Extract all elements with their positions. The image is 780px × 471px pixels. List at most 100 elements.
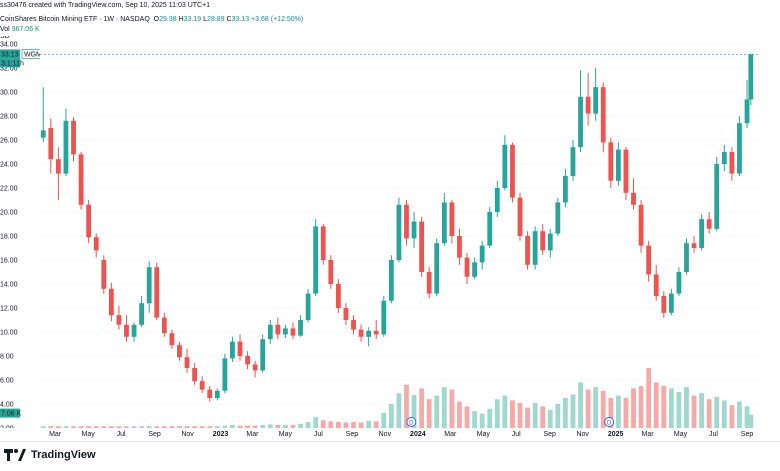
candle-body bbox=[320, 226, 326, 260]
candle-body bbox=[578, 96, 583, 148]
volume-bar bbox=[101, 426, 107, 428]
candle-body bbox=[646, 245, 652, 275]
candle-body bbox=[290, 328, 296, 336]
volume-bar bbox=[139, 426, 145, 428]
volume-bar bbox=[199, 426, 205, 428]
symbol-legend[interactable]: CoinShares Bitcoin Mining ETF · 1W · NAS… bbox=[0, 16, 303, 23]
change-value: +3.68 (+12.50%) bbox=[251, 16, 304, 23]
dividend-marker[interactable] bbox=[604, 417, 615, 427]
open-label: O bbox=[153, 16, 160, 23]
volume-bar bbox=[260, 425, 266, 428]
candle-body bbox=[139, 303, 145, 325]
candle-body bbox=[101, 260, 107, 289]
volume-bar bbox=[328, 421, 334, 428]
volume-bar bbox=[245, 425, 250, 428]
volume-bar bbox=[457, 401, 462, 428]
volume-bar bbox=[721, 400, 727, 428]
volume-bar bbox=[691, 395, 697, 428]
price-tick-label: 24.00 bbox=[0, 162, 18, 169]
candle-body bbox=[525, 236, 530, 265]
candle-body bbox=[532, 231, 538, 265]
volume-bar bbox=[177, 426, 182, 428]
price-axis[interactable]: 34.00 32.00 30.00 28.00 26.00 24.00 22.00 20.00… bbox=[0, 36, 40, 428]
price-tick-label: 4.00 bbox=[0, 402, 14, 409]
candle-body bbox=[441, 202, 447, 244]
candle-body bbox=[283, 328, 288, 335]
volume-bar bbox=[381, 413, 387, 428]
volume-bar bbox=[631, 388, 636, 428]
price-tick-label: 8.00 bbox=[0, 354, 14, 361]
candle-body bbox=[600, 87, 606, 143]
candle-body bbox=[351, 320, 356, 330]
time-tick-label: May bbox=[477, 431, 491, 438]
tradingview-logo[interactable]: TradingView bbox=[4, 449, 96, 461]
candle-body bbox=[748, 54, 754, 100]
volume-bar bbox=[351, 422, 356, 428]
price-tick-label: 12.00 bbox=[0, 306, 18, 313]
candle-body bbox=[237, 341, 243, 356]
candlestick-series bbox=[40, 53, 754, 402]
candle-body bbox=[661, 296, 667, 313]
candle-body bbox=[48, 128, 54, 160]
volume-bar bbox=[373, 421, 379, 428]
candle-body bbox=[154, 267, 160, 318]
symbol-title[interactable]: CoinShares Bitcoin Mining ETF · 1W · NAS… bbox=[0, 16, 150, 23]
close-value: 33.13 bbox=[231, 16, 250, 23]
candle-body bbox=[404, 204, 409, 239]
candle-body bbox=[214, 390, 220, 398]
candle-body bbox=[161, 317, 167, 334]
candle-body bbox=[517, 197, 523, 236]
volume-bar bbox=[623, 398, 629, 428]
candle-body bbox=[298, 320, 303, 336]
volume-bar bbox=[267, 424, 273, 428]
time-tick-label: Mar bbox=[49, 431, 62, 438]
candle-body bbox=[464, 257, 470, 277]
time-tick-label: Nov bbox=[576, 431, 589, 438]
candle-body bbox=[563, 176, 568, 203]
price-tick-label: 18.00 bbox=[0, 234, 18, 241]
volume-axis-label: 7.06 K bbox=[1, 411, 22, 418]
volume-bar bbox=[358, 422, 364, 428]
time-tick-label: 2025 bbox=[608, 431, 624, 438]
volume-axis-label-box bbox=[0, 408, 20, 418]
candle-body bbox=[615, 149, 621, 181]
volume-bar bbox=[502, 395, 508, 428]
candle-body bbox=[479, 245, 485, 263]
price-tick-label: 32.00 bbox=[0, 66, 18, 73]
volume-bar bbox=[532, 402, 538, 428]
volume-bar bbox=[479, 413, 485, 428]
candle-body bbox=[411, 221, 417, 239]
candle-body bbox=[343, 308, 349, 320]
candle-body bbox=[540, 231, 546, 251]
candle-body bbox=[373, 330, 379, 335]
volume-bar bbox=[441, 387, 447, 428]
candle-body bbox=[146, 267, 152, 304]
volume-bar bbox=[615, 395, 621, 428]
price-tick-label: 22.00 bbox=[0, 186, 18, 193]
volume-bar bbox=[411, 395, 417, 428]
candle-body bbox=[71, 120, 76, 155]
candle-body bbox=[487, 212, 493, 246]
price-tick-label: 16.00 bbox=[0, 258, 18, 265]
candle-body bbox=[706, 219, 712, 229]
candle-body bbox=[40, 130, 46, 138]
candle-body bbox=[169, 333, 175, 346]
time-tick-label: May bbox=[279, 431, 293, 438]
candle-body bbox=[222, 358, 228, 391]
volume-bar bbox=[547, 410, 553, 428]
close-label: C bbox=[226, 16, 232, 23]
candle-body bbox=[638, 204, 644, 246]
volume-legend[interactable]: Vol 967.06 K bbox=[0, 26, 40, 33]
time-axis[interactable]: Mar May Jul Sep Nov 2023 Mar May Jul Sep Nov 2024 Ma… bbox=[49, 431, 753, 438]
candle-body bbox=[653, 274, 659, 296]
volume-bar bbox=[252, 425, 258, 428]
dividend-marker[interactable] bbox=[406, 417, 417, 427]
volume-bar bbox=[124, 426, 129, 428]
high-value: 33.19 bbox=[183, 16, 202, 23]
candle-body bbox=[116, 315, 122, 325]
candle-body bbox=[78, 154, 84, 205]
volume-bar bbox=[313, 417, 319, 428]
volume-bar bbox=[108, 426, 114, 428]
